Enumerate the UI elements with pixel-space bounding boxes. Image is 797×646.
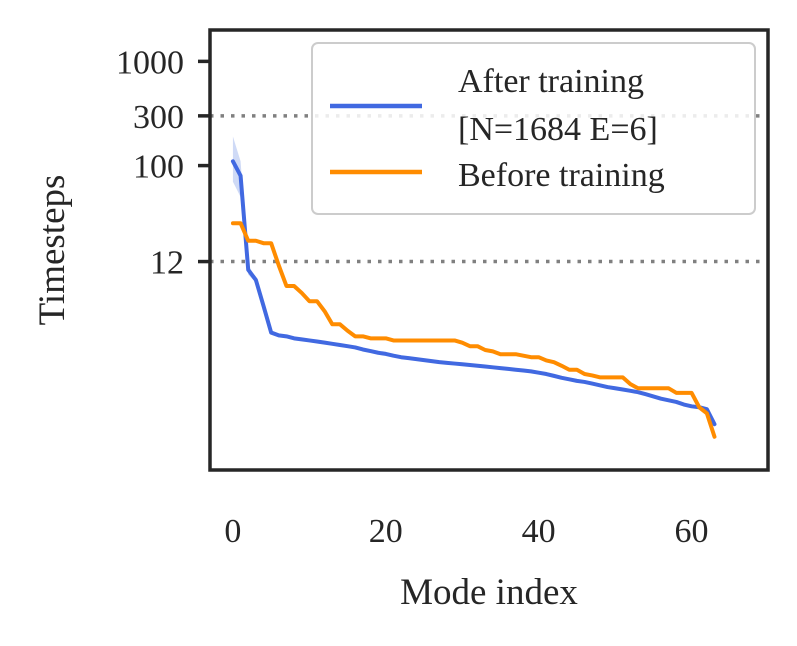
x-tick-label-20: 20 <box>369 513 403 550</box>
legend-box <box>311 42 756 215</box>
y-tick-label-12: 12 <box>150 245 184 282</box>
y-axis-ticks: 12 100 300 1000 <box>116 44 210 282</box>
y-tick-label-100: 100 <box>133 149 184 186</box>
x-tick-label-60: 60 <box>675 513 709 550</box>
y-axis-label: Timesteps <box>32 175 73 326</box>
series-layer <box>230 136 717 439</box>
plot-frame <box>208 28 770 472</box>
series-line-before-training <box>230 221 717 439</box>
y-tick-label-1000: 1000 <box>116 44 184 81</box>
legend-label-before-training: Before training <box>458 157 665 194</box>
series-band-after-training <box>232 136 272 334</box>
legend-label-after-training-line1: After training <box>458 63 644 100</box>
legend-label-after-training-line2: [N=1684 E=6] <box>458 111 658 148</box>
series-line-after-training <box>230 159 717 427</box>
y-tick-label-300: 300 <box>133 99 184 136</box>
x-axis-label: Mode index <box>400 572 578 613</box>
x-tick-label-40: 40 <box>522 513 556 550</box>
legend: After training [N=1684 E=6] Before train… <box>311 42 756 215</box>
x-axis-ticks: 0 20 40 60 <box>224 513 708 550</box>
x-tick-label-0: 0 <box>224 513 241 550</box>
